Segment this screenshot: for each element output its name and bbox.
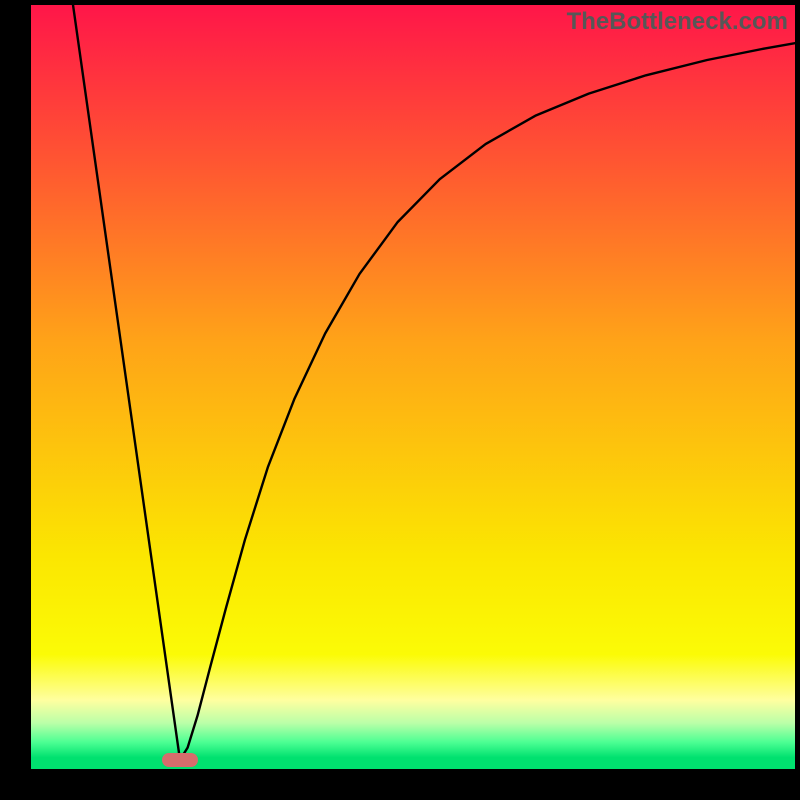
- border-left: [0, 0, 31, 800]
- min-marker: [162, 753, 198, 767]
- chart-frame: TheBottleneck.com: [0, 0, 800, 800]
- bottleneck-curve: [73, 5, 795, 760]
- border-bottom: [0, 769, 800, 800]
- watermark-text: TheBottleneck.com: [567, 8, 788, 36]
- curve-layer: [31, 5, 795, 769]
- border-right: [795, 0, 800, 800]
- plot-area: [31, 5, 795, 769]
